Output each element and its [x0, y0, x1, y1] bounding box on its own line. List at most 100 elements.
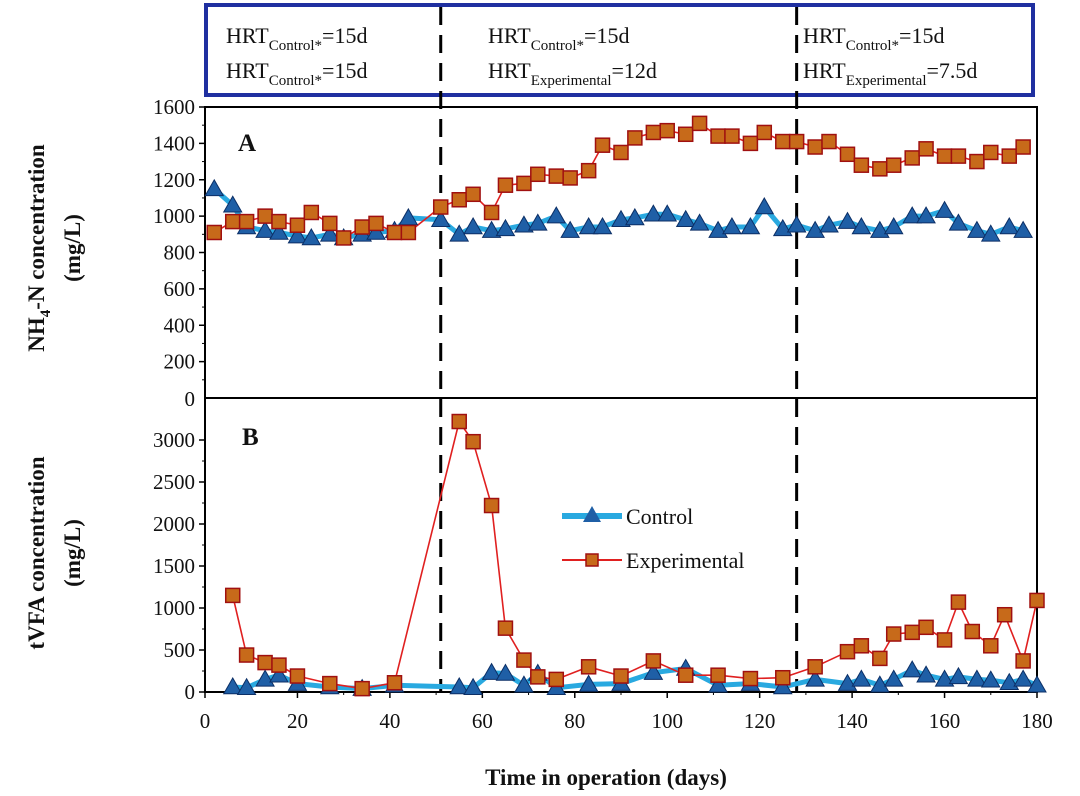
panel-a-experimental-point	[613, 144, 629, 161]
panel-a-control-point	[366, 222, 386, 240]
panel-a-experimental-point	[548, 168, 565, 184]
panel-a-experimental-point	[206, 224, 222, 241]
panel-a-experimental-point	[645, 124, 662, 141]
panel-b-experimental-point	[465, 433, 481, 450]
panel-b-control-point	[869, 675, 890, 693]
panel-b-series	[222, 413, 1047, 697]
panel-a-experimental-point	[400, 224, 417, 241]
panel-a-control-point	[657, 204, 678, 222]
panel-b-control-point	[578, 674, 599, 692]
panel-a-experimental-point	[432, 199, 449, 215]
panel-a-experimental-point	[386, 224, 403, 241]
panel-a-experimental-point	[238, 213, 255, 230]
panel-a-ytick-label: 1200	[153, 168, 195, 192]
panel-a-experimental-point	[335, 230, 352, 246]
panel-a-control-point	[805, 220, 825, 238]
panel-b-control-point	[934, 669, 955, 687]
panel-b-ytick-label: 0	[185, 680, 196, 704]
panel-a-experimental-point	[483, 204, 500, 221]
panel-a-experimental-point	[691, 115, 708, 132]
panel-a-control-point	[514, 215, 534, 233]
panel-b-experimental-point	[839, 643, 856, 660]
hrt-section-3: HRTControl*=15d HRTExperimental=7.5d	[803, 23, 977, 89]
panel-a-ylabel: NH4-N concentration	[24, 144, 54, 352]
panel-b-experimental-point	[885, 626, 902, 642]
panel-a-control-point	[916, 206, 936, 224]
panel-b-ytick-label: 3000	[153, 428, 195, 452]
panel-b-experimental-point	[742, 670, 759, 687]
panel-b-experimental-point	[580, 659, 597, 675]
panel-b-control-point	[883, 669, 904, 687]
panel-a-experimental-point	[853, 157, 870, 173]
panel-b-control-point	[851, 669, 872, 687]
panel-b-control-point	[222, 676, 243, 695]
plot-border	[204, 106, 1038, 693]
panel-a-control-point	[948, 213, 969, 231]
panel-a-control-point	[449, 224, 470, 242]
hrt-section-2-line-2: HRTExperimental=12d	[488, 58, 657, 89]
panel-b-experimental-point	[257, 654, 273, 671]
panel-a-experimental-point	[775, 133, 791, 150]
panel-a-control-point	[301, 227, 322, 246]
panel-a-control-point	[481, 220, 502, 238]
panel-a-ytick-label: 600	[164, 277, 196, 301]
panel-b-ytick-label: 2000	[153, 512, 195, 536]
panel-b-experimental-point	[530, 669, 546, 685]
panel-b-control-point	[980, 670, 1001, 688]
panel-b-experimental-point	[224, 587, 241, 604]
panel-b-control-point	[967, 669, 987, 687]
panel-a-experimental-point	[885, 157, 902, 173]
panel-b-ytick-label: 500	[164, 638, 196, 662]
xtick-label: 20	[287, 709, 308, 733]
panel-a-ytick-label: 200	[164, 350, 196, 374]
panel-b-control-point	[481, 662, 502, 680]
panel-b-experimental-point	[645, 653, 662, 669]
phase-boundaries	[439, 7, 799, 692]
panel-b-experimental-point	[322, 675, 338, 692]
panel-a-control-point	[786, 215, 807, 233]
legend-experimental-marker	[585, 553, 599, 567]
panel-b-control-point	[449, 676, 470, 695]
panel-b-ylabel-unit: (mg/L)	[60, 519, 85, 587]
legend: Control Experimental	[562, 504, 745, 573]
xtick-label: 40	[379, 709, 400, 733]
panel-a-control-point	[287, 226, 308, 244]
panel-a-experimental-point	[451, 192, 467, 208]
panel-a-series	[204, 115, 1033, 246]
panel-b-label: B	[242, 424, 259, 451]
panel-b-experimental-point	[1029, 592, 1045, 609]
panel-b-control-point	[236, 677, 257, 696]
panel-b-experimental-point	[936, 632, 953, 648]
xtick-label: 120	[744, 709, 776, 733]
panel-b-control-point	[805, 669, 825, 687]
panel-a-experimental-point	[516, 175, 532, 192]
panel-a-experimental-point	[936, 148, 953, 164]
panel-a-experimental-point	[497, 177, 514, 193]
panel-b-experimental-point	[807, 659, 823, 675]
panel-b-experimental-point	[983, 638, 999, 654]
panel-b-experimental-point	[710, 667, 726, 683]
panel-a-control-point	[578, 217, 599, 235]
panel-a-experimental-point	[918, 141, 934, 157]
panel-a-experimental-point	[289, 217, 306, 233]
panel-a-control-point	[999, 217, 1020, 235]
panel-a-ytick-label: 1400	[153, 131, 195, 155]
xtick-label: 0	[200, 709, 211, 733]
panel-a-ytick-label: 1600	[153, 95, 195, 119]
panel-a-ytick-label: 0	[185, 387, 196, 411]
panel-b-experimental-point	[996, 606, 1013, 623]
panel-a-experimental-point	[465, 186, 481, 203]
panel-a-control-point	[611, 209, 631, 228]
panel-b-control-point	[708, 675, 728, 693]
panel-a-experimental-point	[724, 128, 740, 144]
panel-a-experimental-point	[807, 139, 823, 155]
panel-b-experimental-point	[271, 657, 287, 673]
panel-b-control-point	[916, 665, 936, 683]
panel-a-control-point	[546, 206, 567, 224]
panel-a-control-point	[754, 197, 775, 215]
panel-b-experimental-point	[853, 638, 870, 654]
panel-a-ytick-label: 1000	[153, 204, 195, 228]
panel-a-control-point	[204, 178, 225, 197]
panel-a-ytick-label: 400	[164, 313, 196, 337]
